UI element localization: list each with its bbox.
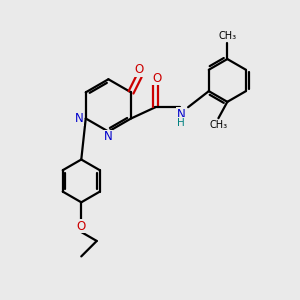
Text: CH₃: CH₃	[209, 120, 227, 130]
Text: O: O	[152, 72, 161, 85]
Text: O: O	[77, 220, 86, 233]
Text: CH₃: CH₃	[218, 31, 236, 41]
Text: O: O	[135, 63, 144, 76]
Text: N: N	[104, 130, 113, 143]
Text: N: N	[177, 108, 186, 121]
Text: H: H	[177, 118, 185, 128]
Text: N: N	[75, 112, 84, 125]
